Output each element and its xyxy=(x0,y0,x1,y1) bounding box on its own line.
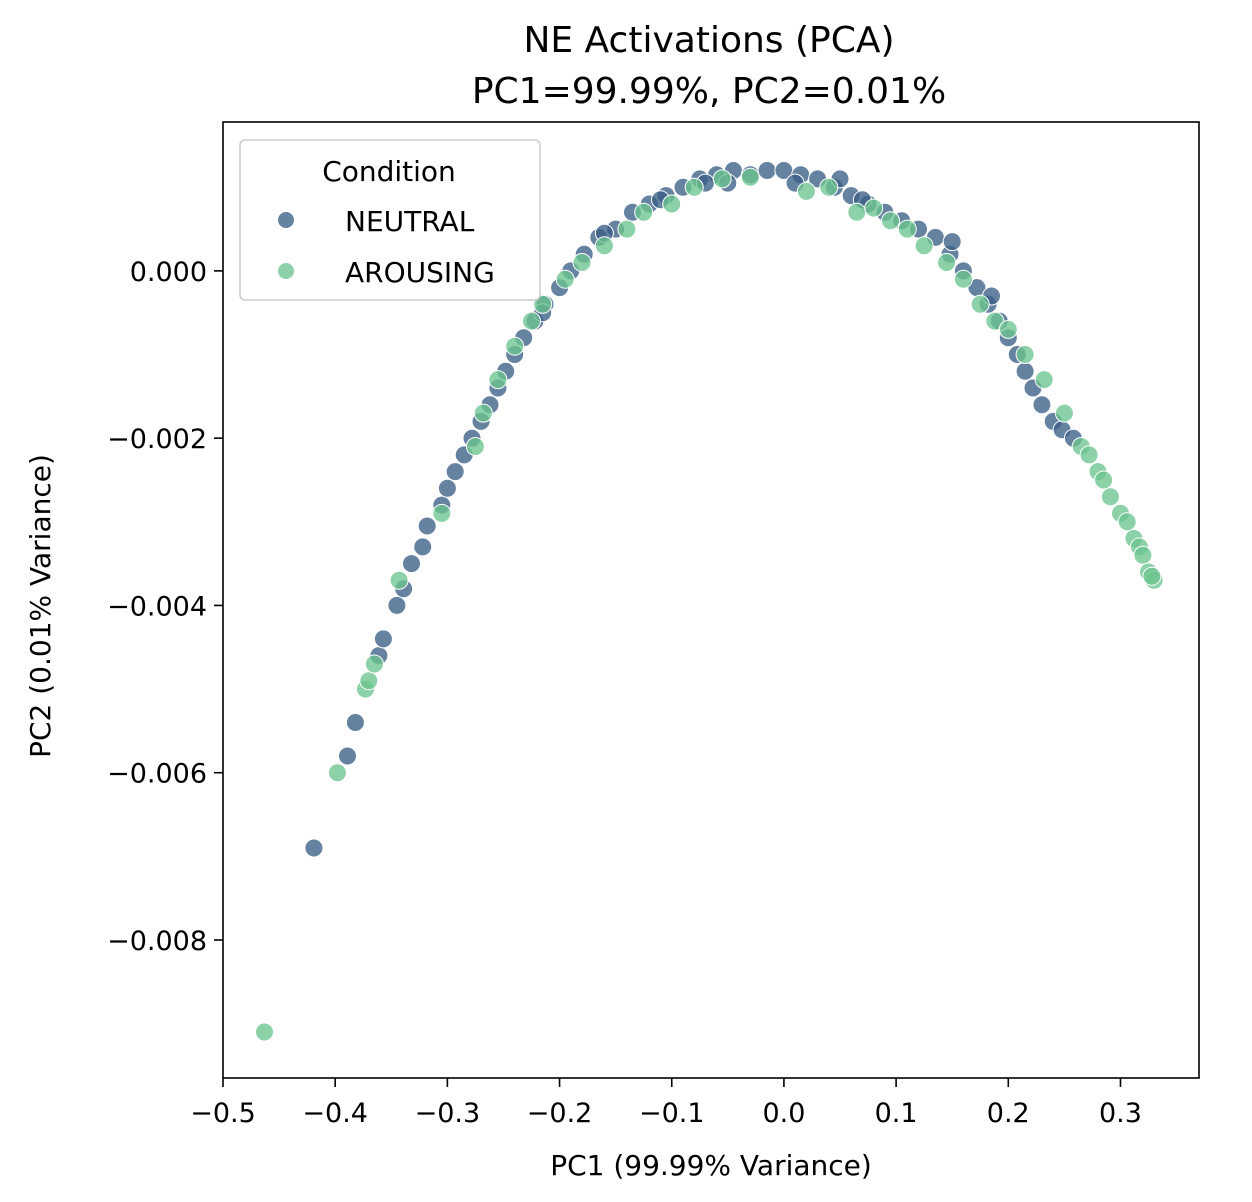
point-arousing-4 xyxy=(364,654,384,674)
point-arousing-0 xyxy=(255,1022,274,1042)
chart-title: NE Activations (PCA) xyxy=(523,20,894,61)
points-layer xyxy=(255,161,1164,1042)
point-neutral-36 xyxy=(757,161,777,180)
point-neutral-56 xyxy=(1032,395,1052,415)
point-neutral-64 xyxy=(942,232,962,252)
point-arousing-12 xyxy=(533,294,553,314)
point-arousing-23 xyxy=(819,177,839,197)
x-axis-ticks: −0.5 −0.4 −0.3 −0.2 −0.1 0.0 0.1 0.2 0.3 xyxy=(190,1078,1142,1129)
x-tick-label-3: −0.2 xyxy=(527,1098,593,1129)
point-neutral-9 xyxy=(417,516,437,536)
point-arousing-25 xyxy=(864,198,884,218)
point-arousing-29 xyxy=(937,253,957,272)
x-axis-label: PC1 (99.99% Variance) xyxy=(550,1149,872,1182)
point-arousing-15 xyxy=(594,236,614,256)
point-arousing-3 xyxy=(359,671,379,691)
y-axis-ticks: 0.000 −0.002 −0.004 −0.006 −0.008 xyxy=(107,257,223,957)
point-arousing-10 xyxy=(505,336,525,356)
point-arousing-31 xyxy=(970,294,990,314)
point-arousing-8 xyxy=(473,403,493,423)
point-neutral-12 xyxy=(445,462,465,482)
x-tick-label-2: −0.3 xyxy=(415,1098,481,1129)
x-tick-label-8: 0.3 xyxy=(1099,1098,1142,1129)
point-arousing-35 xyxy=(1034,370,1054,390)
chart-subtitle: PC1=99.99%, PC2=0.01% xyxy=(472,71,946,112)
point-neutral-54 xyxy=(1015,361,1035,381)
point-arousing-36 xyxy=(1054,403,1074,423)
legend-label-neutral: NEUTRAL xyxy=(345,205,475,238)
point-arousing-28 xyxy=(914,236,934,256)
point-arousing-9 xyxy=(488,370,508,390)
point-arousing-41 xyxy=(1100,487,1120,507)
y-tick-label-1: −0.002 xyxy=(107,424,207,455)
point-arousing-11 xyxy=(522,311,541,331)
point-arousing-20 xyxy=(712,169,732,189)
legend: Condition NEUTRAL AROUSING xyxy=(239,139,541,301)
point-neutral-0 xyxy=(304,838,324,858)
legend-box xyxy=(239,139,541,301)
point-arousing-22 xyxy=(796,181,816,201)
x-tick-label-0: −0.5 xyxy=(190,1098,256,1129)
point-arousing-27 xyxy=(897,219,917,239)
point-arousing-34 xyxy=(1015,345,1035,364)
point-arousing-1 xyxy=(327,763,347,783)
point-arousing-21 xyxy=(740,167,760,187)
y-tick-label-4: −0.008 xyxy=(107,926,207,957)
point-arousing-17 xyxy=(634,202,654,222)
point-arousing-26 xyxy=(881,211,900,231)
point-arousing-43 xyxy=(1117,512,1137,532)
x-tick-label-7: 0.2 xyxy=(987,1098,1030,1129)
x-tick-label-5: 0.0 xyxy=(762,1098,805,1129)
x-tick-label-1: −0.4 xyxy=(302,1098,368,1129)
point-arousing-24 xyxy=(847,202,867,222)
point-neutral-5 xyxy=(387,595,407,615)
point-arousing-49 xyxy=(1142,566,1162,586)
point-arousing-16 xyxy=(617,219,637,239)
point-arousing-7 xyxy=(465,437,485,456)
point-arousing-38 xyxy=(1079,445,1099,465)
point-neutral-11 xyxy=(437,478,457,498)
point-arousing-6 xyxy=(432,503,452,523)
legend-marker-neutral xyxy=(278,212,294,228)
plot-area-frame xyxy=(222,121,1200,1079)
point-arousing-5 xyxy=(389,570,409,590)
x-tick-label-4: −0.1 xyxy=(639,1098,705,1129)
point-neutral-2 xyxy=(345,713,365,732)
point-neutral-4 xyxy=(373,629,393,649)
y-tick-label-2: −0.004 xyxy=(107,591,207,622)
point-arousing-46 xyxy=(1133,545,1153,565)
y-axis-label: PC2 (0.01% Variance) xyxy=(24,454,57,758)
legend-label-arousing: AROUSING xyxy=(345,256,495,289)
point-arousing-30 xyxy=(953,269,973,289)
point-arousing-33 xyxy=(998,319,1018,339)
point-arousing-40 xyxy=(1094,470,1114,490)
point-neutral-8 xyxy=(413,537,433,557)
y-tick-label-0: 0.000 xyxy=(130,257,207,288)
y-tick-label-3: −0.006 xyxy=(107,759,207,790)
point-arousing-13 xyxy=(555,269,575,289)
point-arousing-14 xyxy=(572,253,592,272)
legend-marker-arousing xyxy=(278,263,294,279)
x-tick-label-6: 0.1 xyxy=(875,1098,918,1129)
point-neutral-7 xyxy=(402,554,421,574)
point-arousing-18 xyxy=(662,194,682,214)
point-arousing-19 xyxy=(684,177,704,197)
point-neutral-1 xyxy=(338,746,357,766)
legend-title: Condition xyxy=(322,155,456,188)
